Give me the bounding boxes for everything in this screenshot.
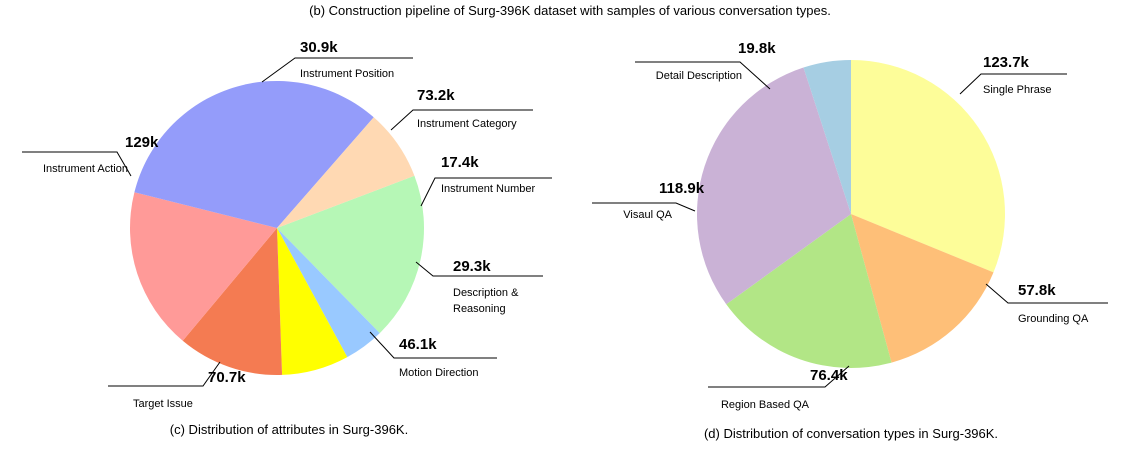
slice-label-target-issue: Target Issue [133,398,193,410]
slice-value-motion-direction: 46.1k [399,336,437,353]
slice-value-instrument-position: 30.9k [300,39,338,56]
slice-label-description-and-reasoning: Description & Reasoning [453,287,519,315]
pie-slice-instrument-position [277,117,415,228]
slice-label-instrument-number: Instrument Number [441,183,535,195]
slice-label-single-phrase: Single Phrase [983,84,1052,96]
header-caption: (b) Construction pipeline of Surg-396K d… [309,3,831,18]
leader-line-visaul-qa [592,202,696,212]
slice-value-instrument-action: 129k [125,134,159,151]
leader-line-target-issue [108,361,221,387]
leader-line-instrument-position [261,57,413,83]
slice-label-motion-direction: Motion Direction [399,367,478,379]
pie-slice-detail-description [803,60,851,214]
leader-line-region-based-qa [708,365,850,388]
slice-value-description-and-reasoning: 29.3k [453,258,491,275]
slice-value-target-issue: 70.7k [208,369,246,386]
slice-value-grounding-qa: 57.8k [1018,282,1056,299]
pie-slice-grounding-qa [851,214,994,363]
pie-conversation-chart: 123.7k Single Phrase 57.8k Grounding QA 76.4… [592,40,1108,411]
pie-slice-single-phrase [851,60,1006,273]
leader-line-single-phrase [959,73,1067,95]
slice-label-instrument-action: Instrument Action [43,163,128,175]
pie-slice-motion-direction [182,228,283,375]
pie-slice-region-based-qa [726,214,892,369]
caption-attributes: (c) Distribution of attributes in Surg-3… [170,422,408,437]
pie-attributes-chart: 73.2k Instrument Category 17.4k Instrument … [22,39,552,410]
slice-value-single-phrase: 123.7k [983,54,1030,71]
leader-line-description-and-reasoning [415,261,543,277]
slice-label-region-based-qa: Region Based QA [721,399,810,411]
pie-slice-visaul-qa [696,67,851,305]
leader-line-instrument-category [390,109,533,131]
pie-slice-instrument-number [277,228,380,358]
slice-label-detail-description: Detail Description [656,70,742,82]
slice-value-visaul-qa: 118.9k [659,180,705,197]
leader-line-instrument-number [420,177,552,207]
leader-line-motion-direction [369,331,497,359]
slice-label-instrument-category: Instrument Category [417,118,517,130]
leader-line-detail-description [635,61,771,90]
pie-slice-instrument-category [277,175,425,334]
pie-slice-target-issue [129,192,277,341]
slice-value-region-based-qa: 76.4k [810,367,848,384]
slice-label-visaul-qa: Visaul QA [623,209,672,221]
slice-value-detail-description: 19.8k [738,40,776,57]
leader-line-instrument-action [22,151,132,177]
slice-value-instrument-category: 73.2k [417,87,455,104]
pie-slice-instrument-action [134,80,374,228]
slice-label-instrument-position: Instrument Position [300,68,394,80]
pie-slice-description-and-reasoning [277,228,348,375]
slice-label-grounding-qa: Grounding QA [1018,313,1089,325]
caption-conversation: (d) Distribution of conversation types i… [704,426,998,441]
slice-value-instrument-number: 17.4k [441,154,479,171]
leader-line-grounding-qa [985,283,1108,304]
